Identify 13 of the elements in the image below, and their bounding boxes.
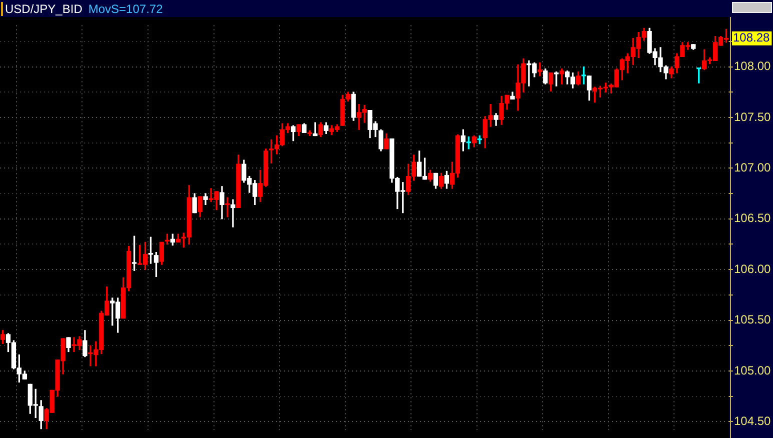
- chart-subtitle: MovS=107.72: [88, 2, 163, 16]
- y-tick-label: 106.00: [734, 262, 772, 276]
- y-tick-label: 107.50: [734, 110, 772, 124]
- y-tick-label: 106.50: [734, 211, 772, 226]
- y-tick-label: 104.50: [734, 414, 772, 428]
- y-tick-label: 105.50: [734, 312, 772, 327]
- y-tick-label: 108.00: [734, 59, 772, 74]
- candlestick: [230, 199, 236, 228]
- candlestick: [225, 197, 230, 218]
- y-tick-label: 105.00: [734, 363, 772, 378]
- annotation: 108.28: [733, 30, 770, 45]
- y-tick-label: 107.00: [734, 160, 772, 174]
- chart-title: USD/JPY_BID: [5, 2, 82, 16]
